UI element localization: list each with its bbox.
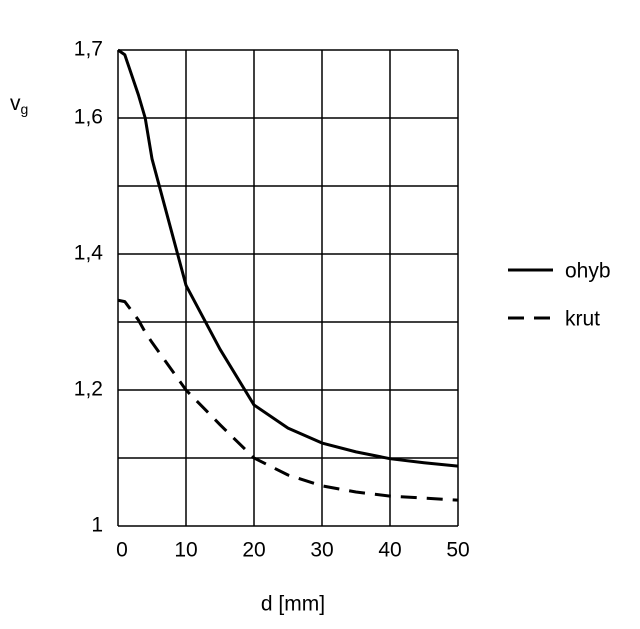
y-tick-label: 1,2 <box>74 378 103 401</box>
legend-label: krut <box>565 308 600 331</box>
y-tick-label: 1 <box>91 514 103 537</box>
y-tick-label: 1,7 <box>74 38 103 61</box>
x-tick-label: 50 <box>446 539 469 562</box>
y-axis-label-main: v <box>10 92 21 115</box>
x-tick-label: 20 <box>242 539 265 562</box>
y-tick-label: 1,4 <box>74 242 104 265</box>
x-tick-label: 40 <box>378 539 401 562</box>
y-axis-label-sub: g <box>21 101 29 117</box>
x-tick-label: 10 <box>174 539 197 562</box>
legend-label: ohyb <box>565 260 611 283</box>
x-tick-label: 0 <box>116 539 128 562</box>
series-line <box>117 48 459 468</box>
y-tick-label: 1,6 <box>74 106 103 129</box>
series-line <box>117 298 459 502</box>
x-tick-label: 30 <box>310 539 333 562</box>
x-axis-label: d [mm] <box>261 593 325 616</box>
y-axis-label: vg <box>10 92 28 117</box>
